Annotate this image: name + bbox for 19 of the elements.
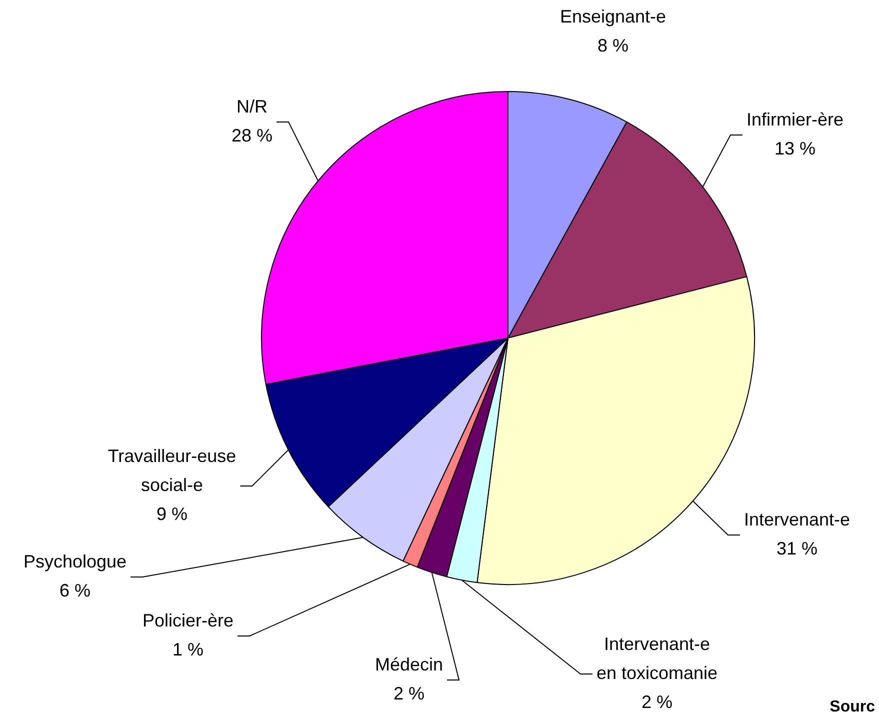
slice-label: Infirmier-ère	[746, 109, 844, 130]
slice-label: Policier-ère	[142, 610, 234, 630]
data-label: 1 %	[172, 639, 204, 660]
text: Sourc	[830, 698, 876, 716]
data-label: 2 %	[393, 683, 425, 704]
slice-label: Intervenant-e	[744, 509, 850, 530]
slice-label: Enseignant-e	[560, 6, 666, 26]
slice-label: N/R	[236, 96, 268, 116]
data-label: 31 %	[776, 538, 818, 558]
data-label: 8 %	[597, 35, 629, 56]
data-label: 9 %	[156, 504, 188, 524]
data-label: 6 %	[59, 580, 91, 600]
slice-label: Intervenant-e en toxicomanie	[596, 634, 718, 683]
data-label: 2 %	[641, 692, 673, 712]
slice-label: Travailleur-euse social-e	[108, 446, 236, 495]
data-label: 13 %	[774, 138, 816, 158]
slice-label: Psychologue	[23, 551, 127, 572]
data-label: 28 %	[231, 125, 273, 146]
slice-label: Médecin	[374, 654, 444, 674]
